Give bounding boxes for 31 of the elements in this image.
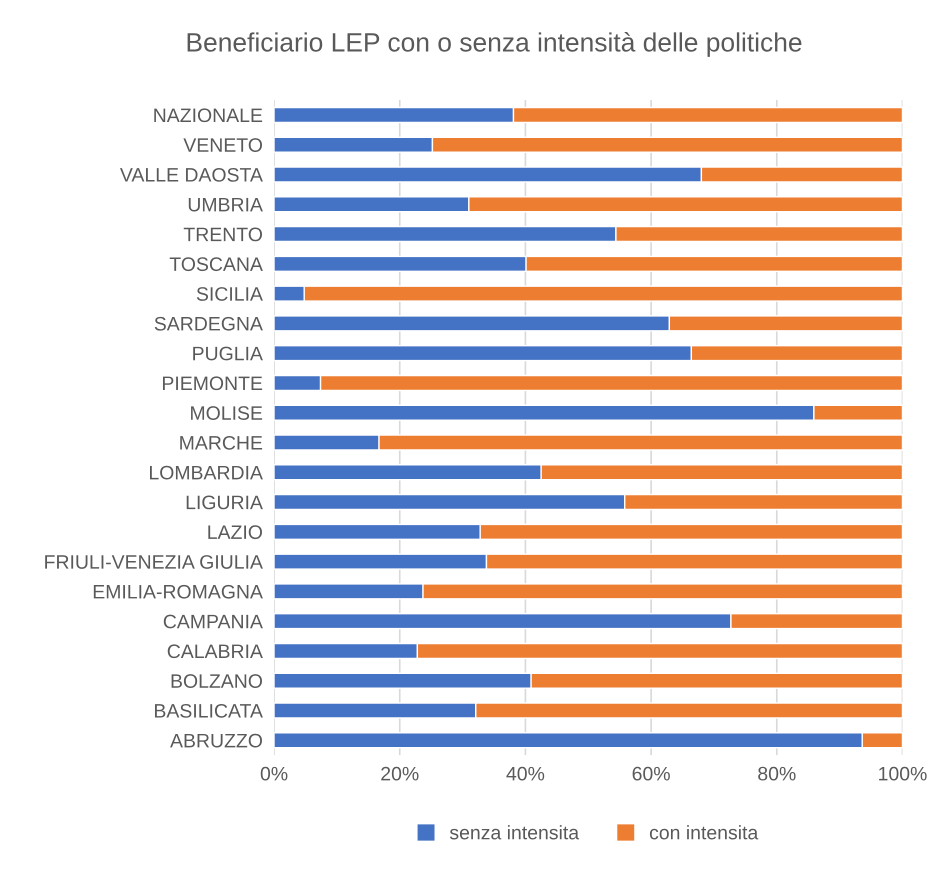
legend-label: con intensita bbox=[650, 825, 758, 840]
y-tick-label: CALABRIA bbox=[168, 644, 263, 658]
x-tick-label: 60% bbox=[632, 766, 670, 781]
x-tick-label: 40% bbox=[506, 766, 544, 781]
y-tick-label: EMILIA-ROMAGNA bbox=[94, 584, 263, 599]
y-tick-label: TRENTO bbox=[184, 228, 262, 242]
x-tick-label: 80% bbox=[758, 766, 796, 781]
y-tick-label: NAZIONALE bbox=[154, 108, 262, 122]
y-tick-label: VALLE DAOSTA bbox=[120, 168, 263, 182]
y-tick-label: FRIULI-VENEZIA GIULIA bbox=[45, 555, 263, 569]
x-tick-label: 100% bbox=[879, 766, 927, 781]
legend-label: senza intensita bbox=[450, 825, 580, 840]
y-tick-label: SARDEGNA bbox=[154, 316, 263, 331]
y-tick-label: LAZIO bbox=[208, 525, 262, 540]
y-tick-label: LIGURIA bbox=[186, 496, 263, 510]
y-tick-label: BASILICATA bbox=[155, 704, 263, 718]
y-tick-label: CAMPANIA bbox=[164, 614, 263, 628]
y-tick-label: SICILIA bbox=[196, 287, 263, 301]
x-tick-label: 20% bbox=[381, 766, 419, 781]
y-tick-label: PUGLIA bbox=[193, 346, 263, 360]
y-tick-label: UMBRIA bbox=[188, 198, 263, 212]
y-tick-label: ABRUZZO bbox=[170, 734, 262, 748]
y-tick-label: MOLISE bbox=[191, 406, 262, 420]
y-tick-label: VENETO bbox=[183, 138, 262, 152]
chart-title: Beneficiario LEP con o senza intensità delle politiche bbox=[188, 32, 802, 57]
y-tick-label: BOLZANO bbox=[172, 674, 262, 688]
y-tick-label: PIEMONTE bbox=[162, 376, 262, 390]
y-tick-label: TOSCANA bbox=[170, 257, 263, 272]
y-tick-label: LOMBARDIA bbox=[150, 466, 263, 480]
x-tick-label: 0% bbox=[260, 766, 288, 781]
y-tick-label: MARCHE bbox=[180, 436, 262, 450]
